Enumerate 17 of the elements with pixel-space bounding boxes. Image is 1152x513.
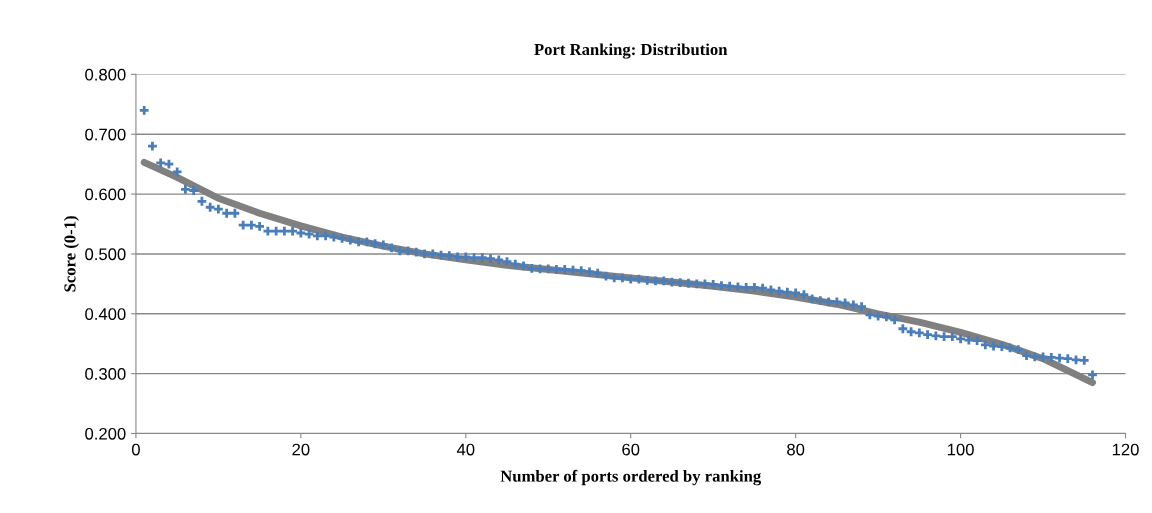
x-tick-label: 100: [947, 443, 974, 456]
x-axis-title: Number of ports ordered by ranking: [500, 469, 762, 486]
x-tick-label: 120: [1112, 443, 1139, 456]
x-tick-label: 40: [456, 443, 475, 456]
y-tick-label: 0.800: [85, 68, 126, 81]
y-tick-label: 0.600: [85, 188, 126, 201]
y-tick-label: 0.400: [85, 308, 126, 320]
y-tick-label: 0.500: [85, 248, 126, 261]
x-tick-label: 20: [292, 443, 310, 456]
x-tick-label: 0: [131, 443, 140, 456]
y-axis-title: Score (0-1): [63, 216, 79, 292]
x-tick-label: 60: [622, 443, 640, 456]
y-tick-label: 0.300: [85, 368, 126, 380]
y-tick-label: 0.200: [85, 427, 126, 440]
y-tick-label: 0.700: [85, 128, 126, 141]
x-tick-label: 80: [787, 443, 805, 456]
chart-title: Port Ranking: Distribution: [534, 43, 728, 59]
